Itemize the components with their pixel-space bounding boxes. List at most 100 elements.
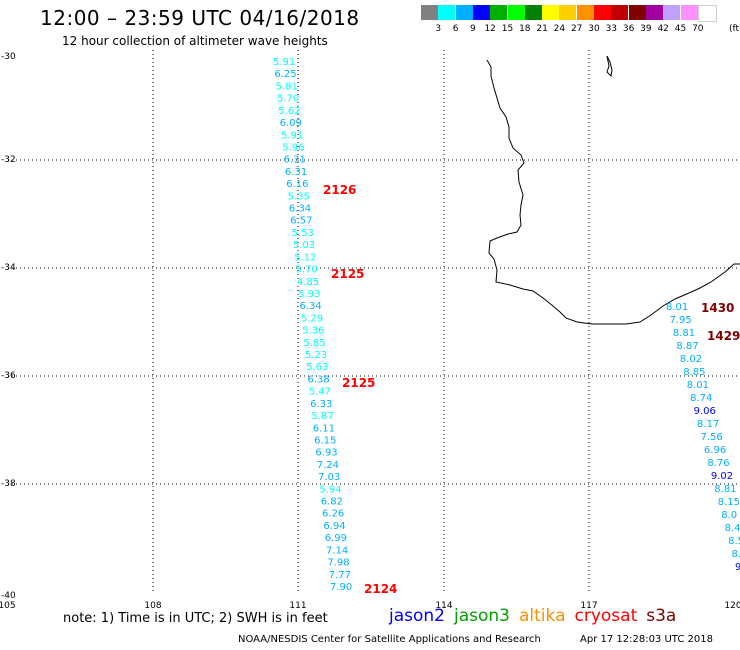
pass-number: 2125 [331,267,364,281]
swh-label: 8.17 [697,419,719,430]
swh-label: 6.11 [313,423,335,434]
swh-label: 8.15 [718,497,740,508]
generated-timestamp: Apr 17 12:28:03 UTC 2018 [580,634,713,645]
legend-tick: 6 [452,24,459,34]
swh-label: 6.25 [274,69,296,80]
swh-label: 8.01 [666,302,688,313]
swh-label: 6.09 [280,118,302,129]
legend-swatch [542,5,560,20]
swh-label: 7.90 [330,582,352,593]
swh-label: 5.81 [276,81,298,92]
satellite-cryosat: cryosat [574,606,638,626]
swh-label: 6.57 [290,216,312,227]
swh-label: 6.15 [314,435,336,446]
swh-label: 5.36 [302,326,324,337]
legend-swatch [455,5,473,20]
lat-label: -30 [1,52,16,62]
swh-label: 9.06 [694,406,716,417]
legend-tick: 45 [674,24,687,34]
legend-tick: 39 [640,24,652,34]
swh-label: 7.95 [669,315,691,326]
legend-swatch [628,5,646,20]
swh-label: 7.56 [701,432,723,443]
swh-label: 6.26 [322,509,344,520]
map-grid: 105 108 111 114 117 120 -30 -32 -34 -36 -38 -40 [0,50,740,611]
swh-label: 5.70 [296,265,318,276]
legend-tick: 9 [470,24,476,34]
swh-label: 5.47 [309,387,331,398]
legend-swatch [438,5,456,20]
swh-label: 9.02 [711,471,733,482]
swh-label: 8.01 [687,380,709,391]
pass-number: 2125 [342,376,375,390]
swh-label: 6.31 [284,155,306,166]
swh-label: 6.38 [307,374,329,385]
swh-label: 5.91 [273,57,295,68]
satellite-altika: altika [519,606,566,626]
legend-swatch [680,5,698,20]
lon-label: 111 [289,601,306,611]
swh-label: 5.35 [288,191,310,202]
lon-label: 108 [144,601,161,611]
legend-swatch [611,5,629,20]
swh-label: 5.62 [278,106,300,117]
legend-tick: 15 [501,24,514,34]
swh-label: 5.87 [311,411,333,422]
lat-label: -34 [1,263,16,273]
swh-label: 6.94 [323,521,345,532]
swh-label: 6.33 [310,399,332,410]
satellite-legend: jason2 jason3 altika cryosat s3a [389,606,685,626]
legend-tick: 70 [692,24,704,34]
legend-swatch [559,5,577,20]
swh-label: 8.0 [721,510,737,521]
swh-label: 6.93 [315,448,337,459]
chart-subtitle: 12 hour collection of altimeter wave hei… [62,34,328,48]
legend-tick: 27 [570,24,583,34]
swh-label: 6.82 [321,497,343,508]
pass-number: 2126 [323,183,356,197]
swh-label: 7.14 [326,545,348,556]
legend-tick: 18 [519,24,531,34]
credit-line: NOAA/NESDIS Center for Satellite Applica… [238,634,541,645]
lat-label: -40 [1,591,16,601]
legend-tick: 30 [588,24,600,34]
lon-label: 114 [435,601,452,611]
lon-label: 105 [0,601,16,611]
pass-number: 1430 [701,301,734,315]
swh-label: 5.63 [306,362,328,373]
legend-tick: 3 [435,24,442,34]
swh-label: 5.94 [319,484,341,495]
swh-label: 5.03 [293,240,315,251]
swh-label: 4.85 [297,277,319,288]
swh-label: 6.34 [300,301,322,312]
swh-label: 6.96 [704,445,726,456]
swh-label: 5.12 [294,252,316,263]
legend-swatch [594,5,611,20]
legend-tick: 42 [657,24,669,34]
lon-label: 117 [580,601,597,611]
legend-tick: 36 [622,24,635,34]
swh-label: 6.34 [289,204,311,215]
chart-title: 12:00 – 23:59 UTC 04/16/2018 [40,6,360,30]
legend-swatch [645,5,663,20]
lat-label: -32 [1,155,16,165]
swh-label: 8.85 [683,367,705,378]
swh-label: 5.91 [281,130,303,141]
swh-label: 6.31 [285,167,307,178]
swh-label: 7.03 [318,472,340,483]
coastline [486,59,740,325]
west-track: 5.916.255.815.705.626.095.915.966.316.31… [273,57,397,596]
legend-swatch [576,5,594,20]
satellite-jason3: jason3 [454,606,510,626]
pass-number: 1429 [707,329,740,343]
swh-label: 7.98 [327,558,349,569]
swh-label: 5.96 [282,142,304,153]
legend-tick: 24 [553,24,566,34]
legend-swatch [524,5,542,20]
legend-swatch [472,5,490,20]
swh-label: 8.74 [690,393,712,404]
swh-label: 5.70 [277,94,299,105]
lat-label: -36 [1,371,16,381]
legend-swatch [663,5,681,20]
